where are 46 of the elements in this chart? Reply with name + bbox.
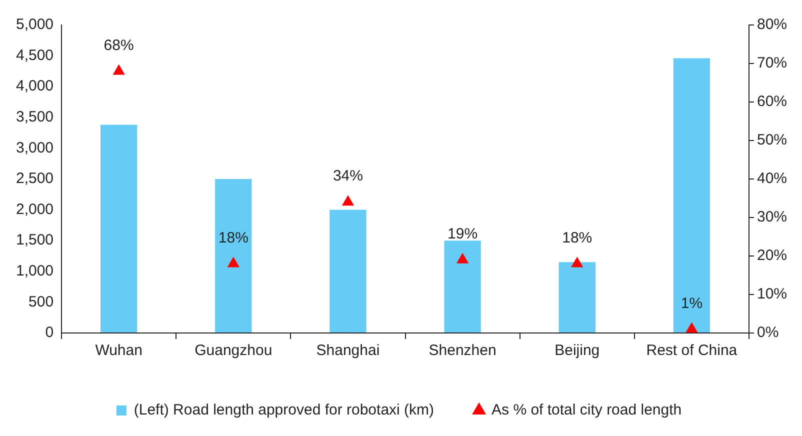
x-tick-label: Wuhan	[95, 342, 142, 360]
x-tick-label: Shanghai	[316, 342, 380, 360]
y2-tick-label: 10%	[756, 286, 788, 303]
data-label: 18%	[218, 229, 248, 246]
y-tick-label: 1,000	[16, 262, 54, 280]
x-tick-label: Guangzhou	[194, 342, 272, 360]
y-tick-label: 500	[28, 293, 54, 310]
y2-tick-label: 20%	[756, 247, 788, 264]
y2-tick-label: 40%	[756, 170, 788, 188]
y2-tick-label: 80%	[756, 16, 788, 34]
data-label: 34%	[332, 168, 363, 185]
y-tick-label: 2,000	[16, 200, 54, 218]
point	[228, 257, 240, 268]
bar	[444, 240, 481, 332]
y-tick-label: 3,000	[16, 139, 54, 156]
y-tick-label: 2,500	[16, 170, 54, 188]
bar	[558, 262, 596, 332]
bar	[673, 58, 710, 332]
legend-label: (Left) Road length approved for robotaxi (km)	[134, 402, 434, 419]
legend-label: As % of total city road length	[492, 402, 682, 419]
y2-tick-label: 0%	[756, 324, 779, 342]
y2-tick-label: 70%	[756, 54, 788, 72]
data-label: 1%	[680, 294, 703, 312]
point	[686, 322, 698, 333]
x-tick-label: Shenzhen	[428, 342, 496, 360]
data-label: 68%	[104, 36, 134, 54]
y2-tick-label: 60%	[756, 93, 788, 110]
y-tick-label: 5,000	[16, 16, 54, 34]
point	[342, 196, 354, 206]
bar	[100, 124, 138, 332]
y2-tick-label: 30%	[756, 208, 788, 226]
x-tick-label: Rest of China	[646, 342, 738, 360]
data-label: 18%	[562, 229, 592, 246]
y-tick-label: 0	[45, 324, 54, 342]
y-tick-label: 4,500	[16, 46, 54, 64]
y-tick-label: 1,500	[16, 232, 54, 249]
y2-tick-label: 50%	[756, 132, 788, 149]
point	[456, 253, 468, 264]
x-tick-label: Beijing	[554, 342, 600, 360]
bar	[330, 210, 366, 332]
bar	[215, 179, 252, 332]
y-tick-label: 4,000	[16, 78, 54, 95]
point	[571, 257, 583, 268]
point	[113, 64, 125, 75]
data-label: 19%	[448, 225, 478, 242]
y-tick-label: 3,500	[16, 108, 54, 126]
